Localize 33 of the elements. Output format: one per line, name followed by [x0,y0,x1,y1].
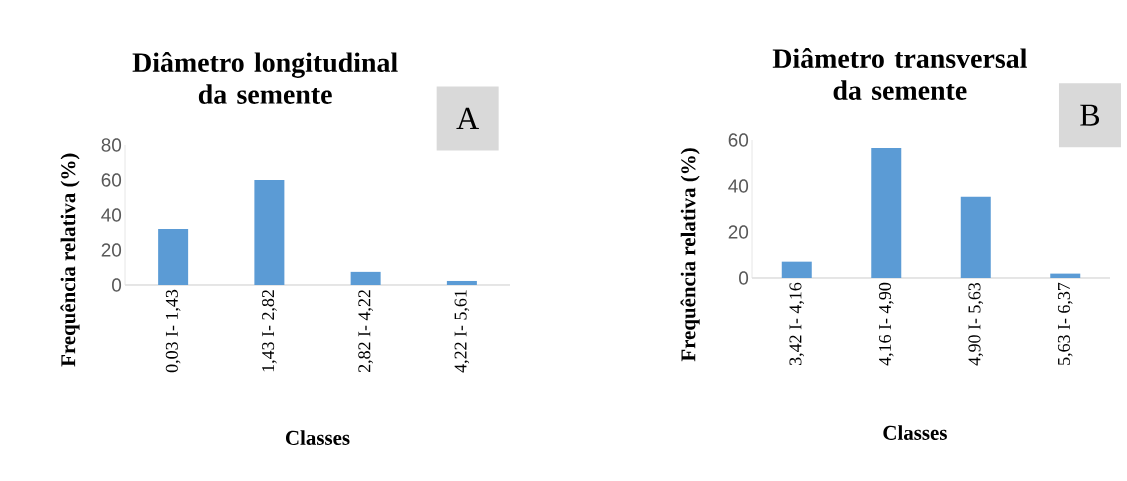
bar [1050,273,1081,278]
bar [960,196,991,278]
y-tick-label: 0 [112,278,122,292]
bar [158,228,189,285]
chart-title: Diâmetro transversal da semente [772,48,1027,100]
y-axis-title: Frequência relativa (%) [680,148,700,362]
x-tick-label: 0,03 I- 1,43 [165,289,181,373]
y-tick-label: 20 [101,243,122,257]
x-tick-label: 5,63 I- 6,37 [1057,282,1073,365]
x-tick-label: 4,16 I- 4,90 [878,282,894,366]
x-axis-title: Classes [285,430,350,445]
y-tick-label: 60 [101,173,122,187]
bar [350,271,381,285]
x-axis-title: Classes [883,425,947,440]
text: A [456,107,479,129]
bar [871,148,902,278]
chart-title: Diâmetro longitudinal da semente [132,52,398,104]
y-axis-title: Frequência relativa (%) [60,153,80,367]
y-tick-label: 40 [101,208,122,222]
x-tick-label: 2,82 I- 4,22 [358,290,373,373]
bar [254,179,285,285]
y-tick-label: 40 [728,179,749,193]
x-tick-label: 1,43 I- 2,82 [262,290,277,372]
x-tick-label: 4,90 I- 5,63 [968,282,984,366]
y-tick-label: 20 [728,225,749,239]
y-tick-label: 60 [728,133,749,147]
x-tick-label: 3,42 I- 4,16 [789,282,805,365]
bar [446,280,477,285]
text: B [1080,104,1100,126]
x-tick-label: 4,22 I- 5,61 [454,290,470,373]
y-tick-label: 0 [739,271,749,285]
bar [781,261,812,278]
y-tick-label: 80 [101,138,122,152]
